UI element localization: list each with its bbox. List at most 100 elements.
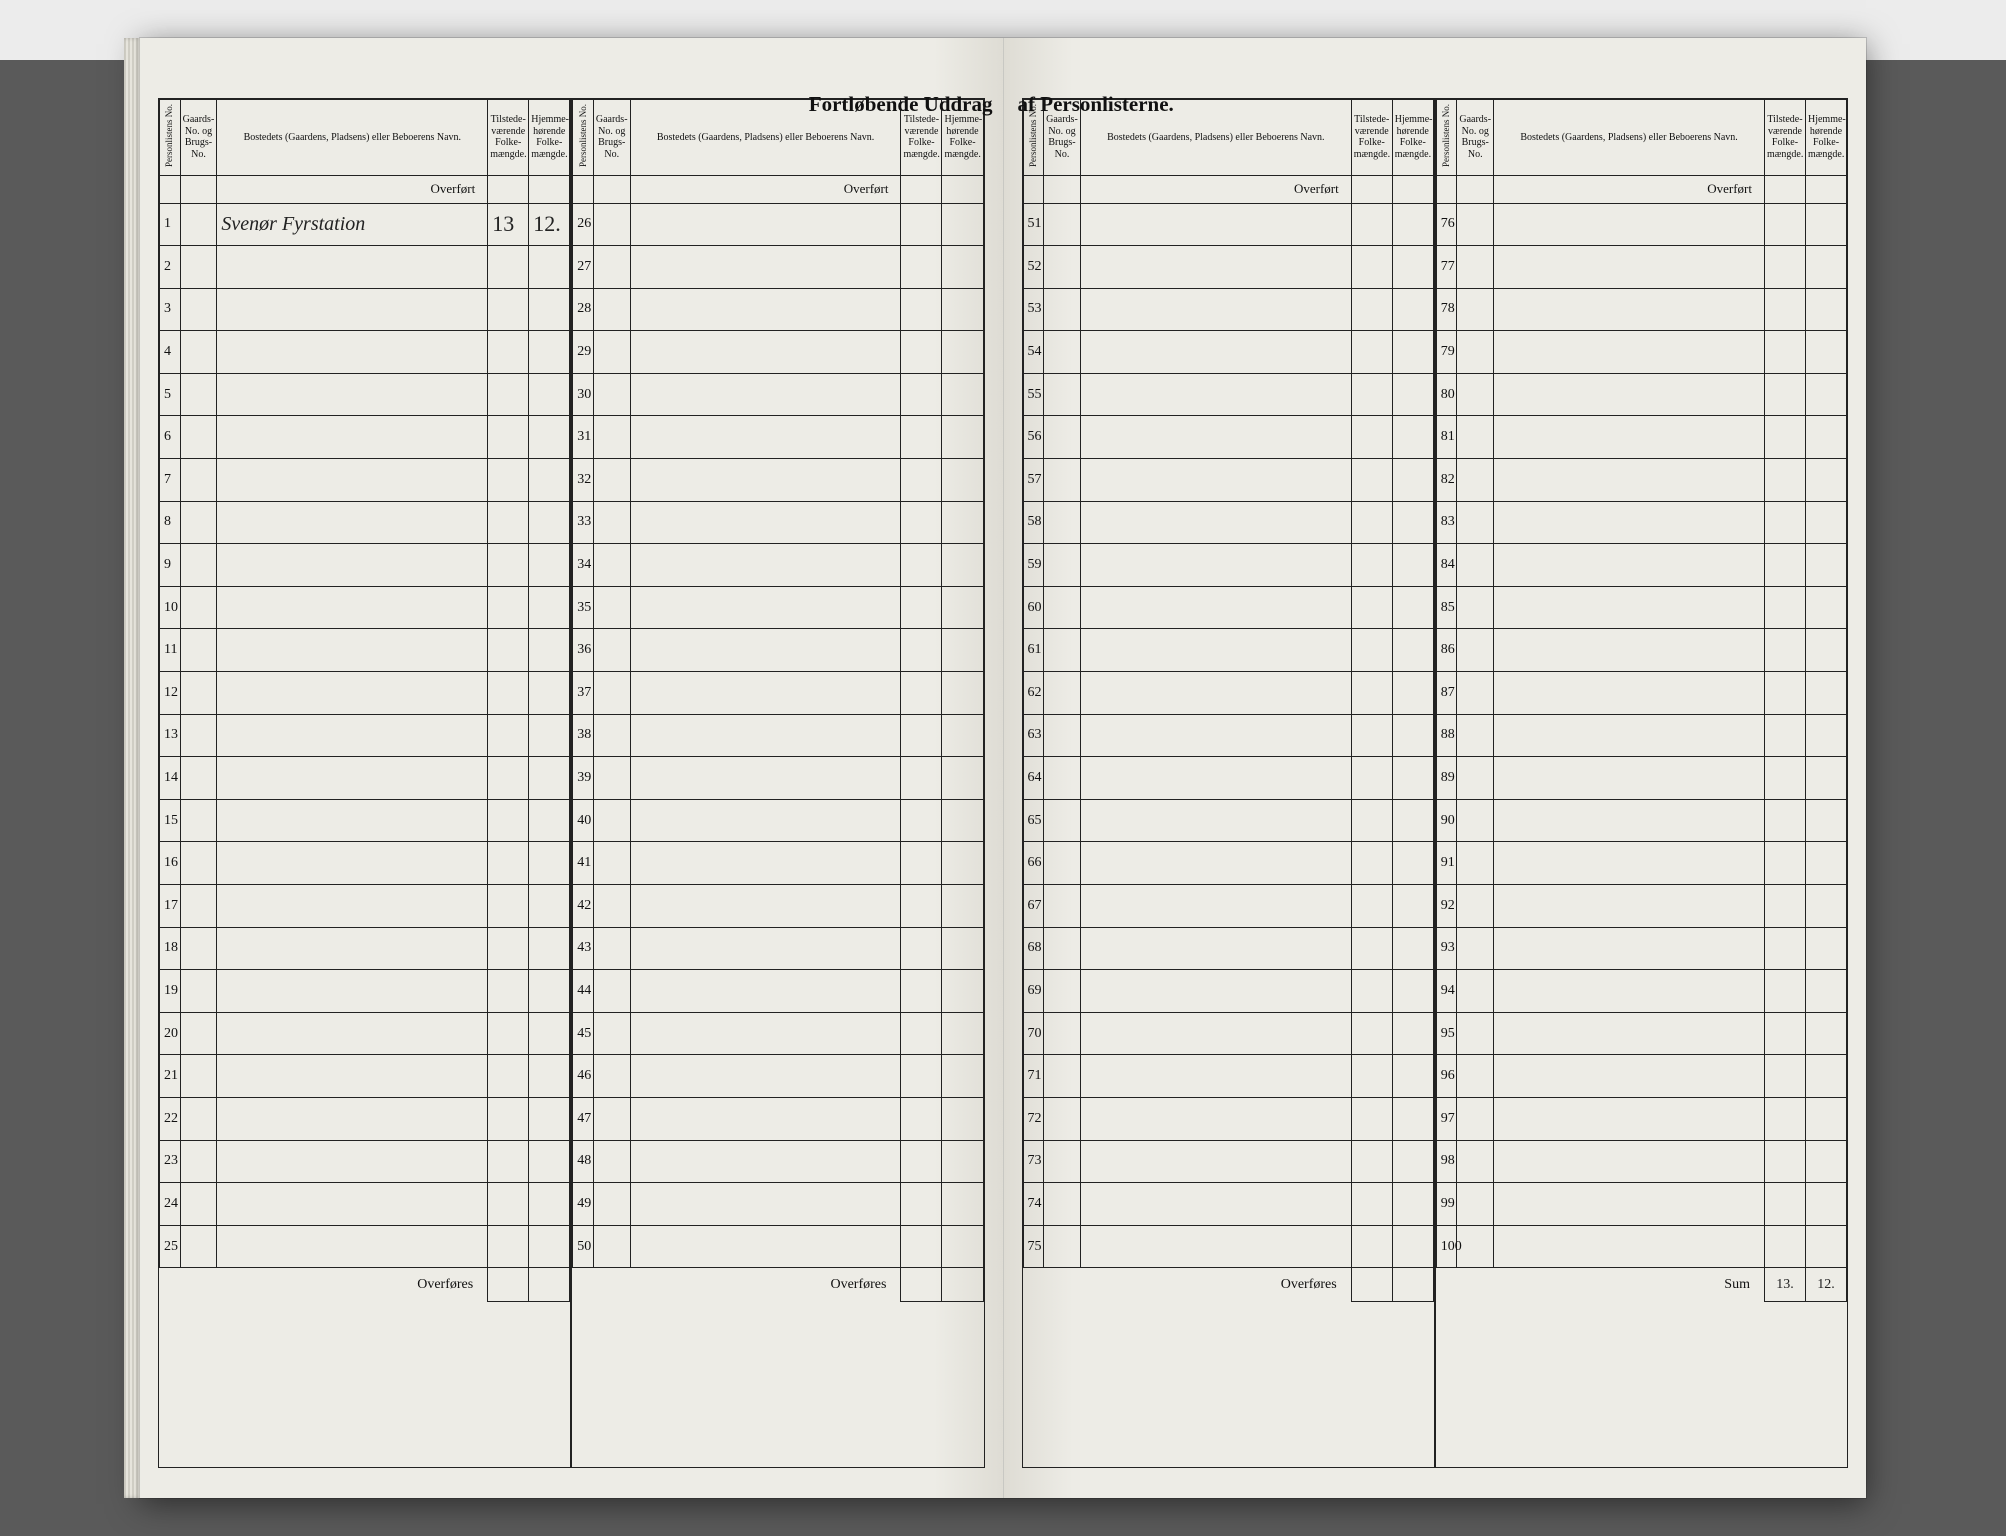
gaards-no-cell (180, 586, 217, 629)
tilstede-cell (488, 714, 529, 757)
gaards-no-cell (1044, 842, 1081, 885)
table-row: 13 (160, 714, 570, 757)
tilstede-cell (488, 1140, 529, 1183)
tilstede-cell (488, 1097, 529, 1140)
table-row: 38 (573, 714, 983, 757)
row-number: 57 (1023, 459, 1044, 502)
bosted-cell (1494, 842, 1765, 885)
gaards-no-cell (1457, 331, 1494, 374)
bosted-cell (1080, 799, 1351, 842)
gaards-no-cell (1044, 501, 1081, 544)
bosted-cell (630, 1183, 901, 1226)
tilstede-cell (1764, 1225, 1805, 1268)
row-number: 98 (1436, 1140, 1457, 1183)
row-number: 42 (573, 885, 594, 928)
table-row: 4 (160, 331, 570, 374)
gaards-no-cell (1457, 1183, 1494, 1226)
gaards-no-cell (180, 203, 217, 246)
table-row: 54 (1023, 331, 1433, 374)
row-number: 82 (1436, 459, 1457, 502)
row-number: 31 (573, 416, 594, 459)
gaards-no-cell (1457, 970, 1494, 1013)
table-row: 62 (1023, 672, 1433, 715)
tilstede-cell (901, 501, 942, 544)
gaards-no-cell (180, 373, 217, 416)
hjemme-cell (529, 672, 570, 715)
carried-forward-row: Overført (1436, 175, 1846, 203)
hjemme-cell (1392, 1183, 1433, 1226)
tilstede-cell (1351, 373, 1392, 416)
tilstede-cell (1351, 586, 1392, 629)
row-number: 25 (160, 1225, 181, 1268)
table-row: 10 (160, 586, 570, 629)
bosted-cell (630, 246, 901, 289)
gaards-no-cell (593, 1012, 630, 1055)
footer-row: Overføres (1023, 1268, 1433, 1302)
table-row: 51 (1023, 203, 1433, 246)
row-number: 55 (1023, 373, 1044, 416)
bosted-cell (217, 1225, 488, 1268)
bosted-cell (630, 927, 901, 970)
hjemme-cell (1805, 1012, 1846, 1055)
table-row: 35 (573, 586, 983, 629)
table-row: 80 (1436, 373, 1846, 416)
hjemme-cell (1805, 501, 1846, 544)
gaards-no-cell (180, 1097, 217, 1140)
bosted-cell (1080, 1055, 1351, 1098)
bosted-cell (1494, 799, 1765, 842)
gaards-no-cell (1457, 714, 1494, 757)
column-header: Personlistens No. (1436, 100, 1457, 176)
hjemme-cell (942, 885, 983, 928)
row-number: 75 (1023, 1225, 1044, 1268)
tilstede-cell (1351, 544, 1392, 587)
column-header: Hjemme-hørende Folke-mængde. (1805, 100, 1846, 176)
tilstede-cell (1764, 1097, 1805, 1140)
table-row: 19 (160, 970, 570, 1013)
hjemme-cell (1392, 1140, 1433, 1183)
tilstede-cell (488, 459, 529, 502)
table-row: 15 (160, 799, 570, 842)
hjemme-cell (942, 842, 983, 885)
table-row: 41 (573, 842, 983, 885)
column-header: Hjemme-hørende Folke-mængde. (1392, 100, 1433, 176)
hjemme-cell (529, 799, 570, 842)
tilstede-cell (1764, 799, 1805, 842)
table-row: 66 (1023, 842, 1433, 885)
bosted-cell (1494, 459, 1765, 502)
hjemme-cell (1805, 714, 1846, 757)
hjemme-cell (942, 970, 983, 1013)
tilstede-cell (1351, 970, 1392, 1013)
tilstede-cell (1764, 288, 1805, 331)
table-row: 34 (573, 544, 983, 587)
table-row: 47 (573, 1097, 983, 1140)
row-number: 64 (1023, 757, 1044, 800)
bosted-cell (217, 459, 488, 502)
table-row: 95 (1436, 1012, 1846, 1055)
gaards-no-cell (1044, 1097, 1081, 1140)
row-number: 9 (160, 544, 181, 587)
hjemme-cell (1392, 1055, 1433, 1098)
gaards-no-cell (1044, 799, 1081, 842)
bosted-cell (217, 288, 488, 331)
bosted-cell (1494, 1097, 1765, 1140)
row-number: 41 (573, 842, 594, 885)
row-number: 8 (160, 501, 181, 544)
tilstede-cell (488, 629, 529, 672)
tilstede-cell (488, 1012, 529, 1055)
row-number: 93 (1436, 927, 1457, 970)
row-number: 18 (160, 927, 181, 970)
subtable-4: Personlistens No.Gaards-No. og Brugs-No.… (1435, 98, 1848, 1468)
table-row: 89 (1436, 757, 1846, 800)
hjemme-cell (1805, 1225, 1846, 1268)
hjemme-cell (1392, 246, 1433, 289)
row-number: 69 (1023, 970, 1044, 1013)
bosted-cell (1080, 544, 1351, 587)
table-row: 56 (1023, 416, 1433, 459)
bosted-cell (217, 544, 488, 587)
bosted-cell (1080, 373, 1351, 416)
row-number: 51 (1023, 203, 1044, 246)
hjemme-cell (1805, 288, 1846, 331)
tilstede-cell (901, 799, 942, 842)
row-number: 45 (573, 1012, 594, 1055)
row-number: 40 (573, 799, 594, 842)
